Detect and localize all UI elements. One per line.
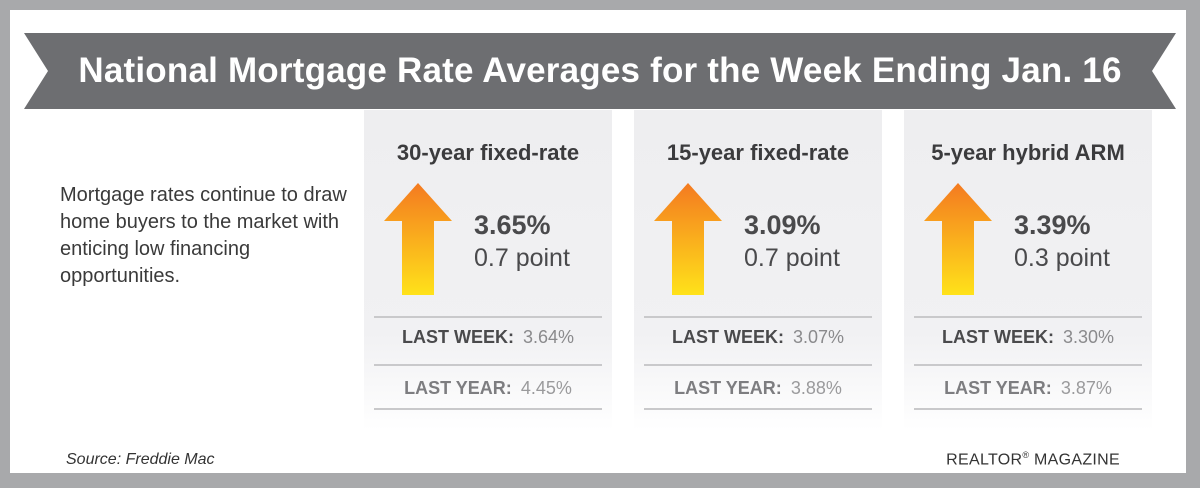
brand-name: REALTOR <box>946 451 1023 469</box>
divider <box>644 316 872 318</box>
up-arrow-icon <box>924 183 992 295</box>
last-year-row: LAST YEAR: 3.88% <box>634 378 882 399</box>
title-banner: National Mortgage Rate Averages for the … <box>24 33 1176 109</box>
last-year-value: 4.45% <box>520 378 572 398</box>
rate-card-15-year: 15-year fixed-rate 3.09% 0.7 point LAST … <box>634 110 882 430</box>
current-rate: 3.65% <box>474 210 551 240</box>
last-week-value: 3.07% <box>792 327 845 347</box>
divider <box>374 364 602 366</box>
last-week-value: 3.30% <box>1062 327 1115 347</box>
page-title: National Mortgage Rate Averages for the … <box>78 51 1122 90</box>
last-year-label: LAST YEAR: <box>404 378 512 398</box>
last-year-label: LAST YEAR: <box>674 378 782 398</box>
last-year-label: LAST YEAR: <box>944 378 1052 398</box>
rate-change: 0.3 point <box>1014 244 1110 272</box>
last-week-label: LAST WEEK: <box>401 327 514 347</box>
last-year-row: LAST YEAR: 3.87% <box>904 378 1152 399</box>
rate-card-5-year-arm: 5-year hybrid ARM 3.39% 0.3 point LAST W… <box>904 110 1152 430</box>
rate-change: 0.7 point <box>744 244 840 272</box>
intro-text: Mortgage rates continue to draw home buy… <box>60 184 347 287</box>
divider <box>914 316 1142 318</box>
rate-change: 0.7 point <box>474 244 570 272</box>
last-year-value: 3.88% <box>790 378 842 398</box>
brand-credit: REALTOR® MAGAZINE <box>946 450 1120 469</box>
current-rate: 3.39% <box>1014 210 1091 240</box>
up-arrow-icon <box>654 183 722 295</box>
banner-ribbon-shape <box>24 33 1176 109</box>
current-rate: 3.09% <box>744 210 821 240</box>
last-week-row: LAST WEEK: 3.07% <box>634 327 882 348</box>
rate-card-30-year: 30-year fixed-rate 3.65% 0.7 point LAST … <box>364 110 612 430</box>
last-week-label: LAST WEEK: <box>941 327 1054 347</box>
last-year-row: LAST YEAR: 4.45% <box>364 378 612 399</box>
last-week-value: 3.64% <box>522 327 575 347</box>
up-arrow-icon <box>384 183 452 295</box>
source-credit: Source: Freddie Mac <box>66 451 215 468</box>
rate-card-title: 15-year fixed-rate <box>666 140 850 165</box>
rate-card-title: 30-year fixed-rate <box>396 140 580 165</box>
divider <box>644 364 872 366</box>
divider <box>914 408 1142 410</box>
last-week-row: LAST WEEK: 3.30% <box>904 327 1152 348</box>
registered-mark: ® <box>1022 450 1030 460</box>
divider <box>374 316 602 318</box>
divider <box>374 408 602 410</box>
last-week-row: LAST WEEK: 3.64% <box>364 327 612 348</box>
brand-suffix: MAGAZINE <box>1034 451 1120 469</box>
rate-card-title: 5-year hybrid ARM <box>931 140 1125 165</box>
divider <box>644 408 872 410</box>
last-year-value: 3.87% <box>1060 378 1112 398</box>
divider <box>914 364 1142 366</box>
last-week-label: LAST WEEK: <box>671 327 784 347</box>
